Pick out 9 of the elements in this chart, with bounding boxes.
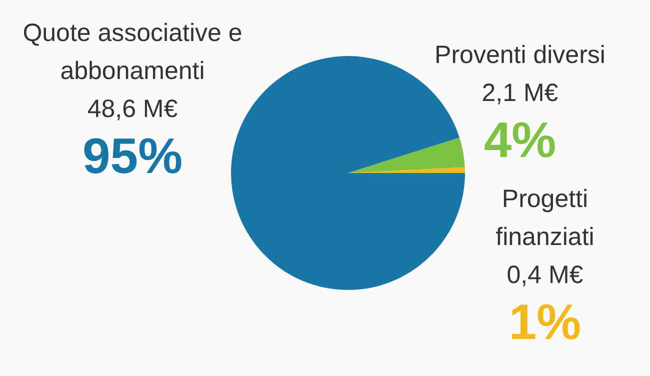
text: 1% xyxy=(508,294,582,350)
slice-label: Quote associative e abbonamenti xyxy=(22,18,244,87)
text: 4% xyxy=(482,112,558,168)
text: 95% xyxy=(81,128,184,184)
data-label: 48,6 M€ xyxy=(86,94,179,125)
data-label: 2,1 M€ xyxy=(480,78,560,109)
data-label: 0,4 M€ xyxy=(506,260,584,291)
slice-label: Progetti finanziati xyxy=(494,184,596,253)
slice-label: Proventi diversi xyxy=(434,40,606,71)
